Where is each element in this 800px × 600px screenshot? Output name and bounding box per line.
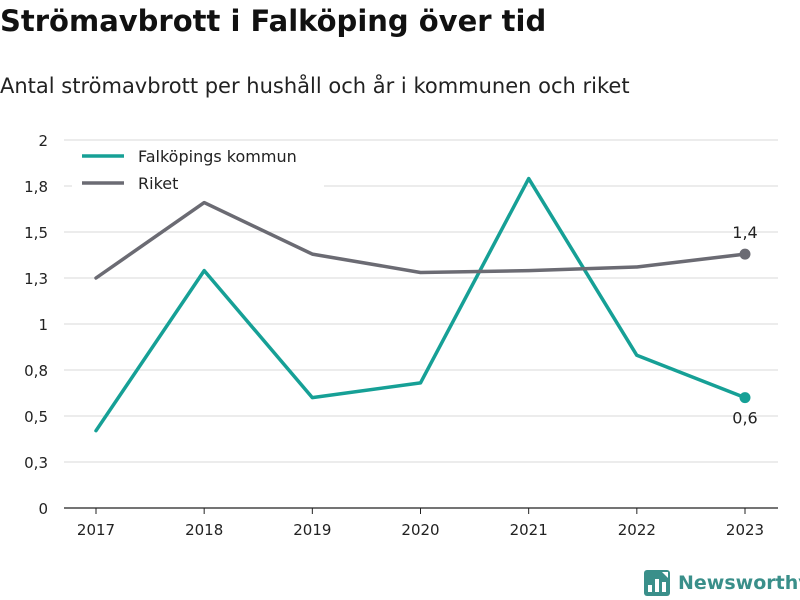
x-tick-label: 2022 bbox=[618, 521, 656, 539]
brand-name: Newsworthy bbox=[678, 572, 800, 594]
series-end-label-1: 0,6 bbox=[732, 409, 757, 428]
chart-title: Strömavbrott i Falköping över tid bbox=[0, 4, 547, 38]
series-line-2 bbox=[94, 200, 747, 280]
y-tick-label: 1,3 bbox=[24, 270, 48, 288]
series-end-marker-1 bbox=[739, 392, 751, 404]
x-tick-label: 2020 bbox=[401, 521, 439, 539]
y-tick-label: 0 bbox=[38, 500, 48, 518]
brand: Newsworthy bbox=[644, 570, 800, 596]
x-tick-label: 2018 bbox=[185, 521, 223, 539]
x-tick-label: 2019 bbox=[293, 521, 331, 539]
y-tick-label: 1 bbox=[38, 316, 48, 334]
y-tick-label: 0,5 bbox=[24, 408, 48, 426]
series-end-marker-2 bbox=[739, 248, 751, 260]
y-tick-label: 0,3 bbox=[24, 454, 48, 472]
series-line-1 bbox=[94, 176, 747, 433]
y-tick-label: 0,8 bbox=[24, 362, 48, 380]
x-tick-label: 2017 bbox=[77, 521, 115, 539]
legend-background bbox=[72, 144, 324, 188]
y-tick-label: 1,5 bbox=[24, 224, 48, 242]
y-tick-label: 1,8 bbox=[24, 178, 48, 196]
newsworthy-logo-icon bbox=[644, 570, 670, 596]
legend-label: Riket bbox=[138, 174, 178, 193]
chart-subtitle: Antal strömavbrott per hushåll och år i … bbox=[0, 74, 630, 98]
legend-label: Falköpings kommun bbox=[138, 147, 297, 166]
x-tick-label: 2021 bbox=[510, 521, 548, 539]
x-tick-label: 2023 bbox=[726, 521, 764, 539]
y-tick-label: 2 bbox=[38, 132, 48, 150]
series-end-label-2: 1,4 bbox=[732, 223, 757, 242]
